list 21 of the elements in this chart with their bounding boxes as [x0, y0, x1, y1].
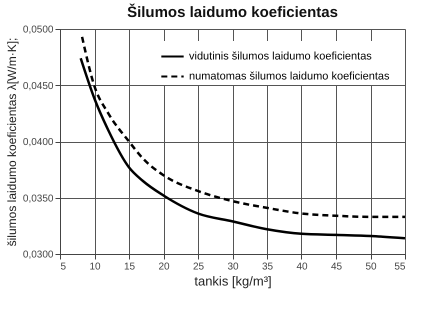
x-tick-label: 25	[192, 262, 204, 272]
y-axis-title: šilumos laidumo koeficientas λ[W/m·K];	[4, 38, 19, 246]
x-tick-label: 5	[60, 262, 66, 272]
x-tick-label: 15	[124, 262, 136, 272]
x-tick-label: 30	[227, 262, 239, 272]
y-tick-label: 0,0500	[22, 24, 54, 36]
y-tick-label: 0,0450	[22, 80, 54, 92]
legend-label: numatomas šilumos laidumo koeficientas	[189, 70, 390, 82]
legend-label: vidutinis šilumos laidumo koeficientas	[189, 50, 372, 62]
y-tick-label: 0,0350	[22, 193, 54, 204]
y-tick-label: 0,0300	[22, 250, 54, 260]
x-tick-label: 45	[330, 262, 342, 272]
x-tick-label: 50	[365, 262, 377, 272]
x-tick-label: 40	[296, 262, 308, 272]
chart-title: Šilumos laidumo koeficientas	[127, 3, 338, 21]
x-tick-label: 20	[158, 262, 170, 272]
x-tick-label: 55	[394, 262, 406, 272]
y-tick-label: 0,0400	[22, 137, 54, 148]
x-tick-label: 35	[262, 262, 274, 272]
x-axis-title: tankis [kg/m³]	[194, 274, 272, 288]
x-tick-label: 10	[89, 262, 101, 272]
